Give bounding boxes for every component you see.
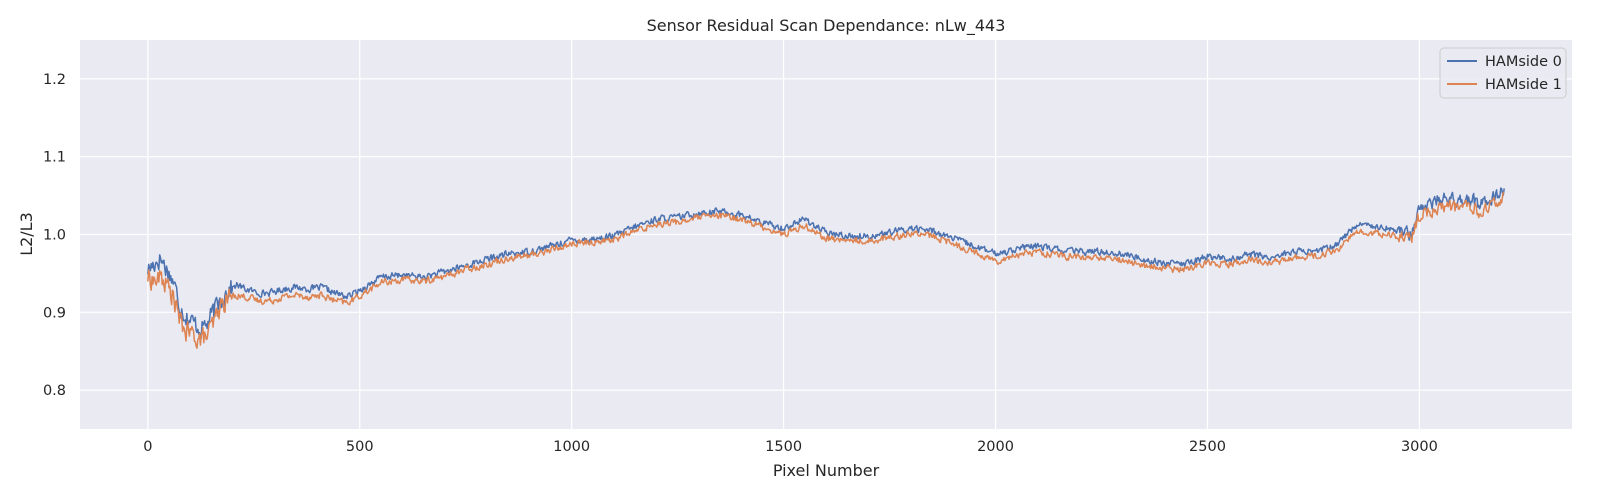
legend-label-hamside-0: HAMside 0 bbox=[1485, 54, 1562, 70]
y-tick-label: 0.8 bbox=[43, 383, 66, 399]
x-tick-label: 500 bbox=[346, 439, 374, 455]
legend: HAMside 0 HAMside 1 bbox=[1439, 47, 1567, 99]
x-tick-label: 2000 bbox=[977, 439, 1014, 455]
x-axis-title: Pixel Number bbox=[773, 461, 880, 480]
x-tick-label: 1000 bbox=[553, 439, 590, 455]
x-tick-label: 2500 bbox=[1189, 439, 1226, 455]
series-line-hamside-0 bbox=[147, 187, 1505, 339]
y-tick-label: 0.9 bbox=[43, 305, 66, 321]
series-lines bbox=[147, 187, 1505, 349]
x-tick-label: 0 bbox=[143, 439, 152, 455]
series-line-hamside-1 bbox=[147, 191, 1505, 349]
y-axis-title: L2/L3 bbox=[17, 212, 36, 256]
chart-title: Sensor Residual Scan Dependance: nLw_443 bbox=[647, 16, 1006, 36]
x-tick-label: 3000 bbox=[1401, 439, 1438, 455]
legend-label-hamside-1: HAMside 1 bbox=[1485, 77, 1562, 93]
grid-lines bbox=[80, 40, 1572, 429]
y-tick-label: 1.1 bbox=[43, 150, 66, 166]
y-tick-label: 1.2 bbox=[43, 72, 66, 88]
y-tick-label: 1.0 bbox=[43, 228, 66, 244]
tick-labels: 0 500 1000 1500 2000 2500 3000 0.8 0.9 1.0 1.1 1.2 bbox=[43, 72, 1438, 455]
x-tick-label: 1500 bbox=[765, 439, 802, 455]
